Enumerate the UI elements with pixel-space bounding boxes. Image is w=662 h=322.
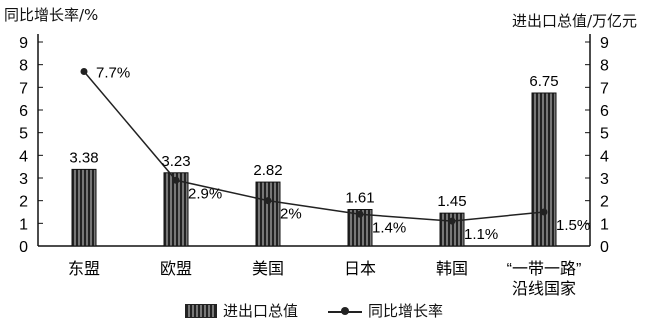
bar-value-label: 6.75 xyxy=(529,73,558,90)
right-tick-label: 9 xyxy=(600,35,609,52)
left-tick-label: 4 xyxy=(19,148,28,165)
growth-rate-point xyxy=(448,217,456,225)
left-tick-label: 7 xyxy=(19,80,28,97)
left-tick-label: 6 xyxy=(19,103,28,120)
bar xyxy=(255,181,281,247)
category-label: 东盟 xyxy=(68,260,100,278)
right-tick-label: 4 xyxy=(600,148,609,165)
chart-plot: 0 0 1 1 2 2 3 3 4 4 5 5 6 6 7 7 8 8 9 9 3.38 3.23 2.82 1.61 1.4… xyxy=(19,34,609,298)
category-label: “一带一路”沿线国家 xyxy=(507,260,582,298)
right-tick-label: 5 xyxy=(600,126,609,143)
legend-bar-swatch xyxy=(185,303,217,318)
growth-rate-label: 1.5% xyxy=(556,217,590,234)
bar xyxy=(531,92,557,247)
category-label: 欧盟 xyxy=(160,260,192,278)
right-tick-label: 6 xyxy=(600,103,609,120)
bar xyxy=(163,172,189,247)
right-tick-label: 1 xyxy=(600,216,609,233)
right-tick-label: 8 xyxy=(600,58,609,75)
category-label: 美国 xyxy=(252,260,284,278)
bar-value-label: 3.38 xyxy=(69,149,98,166)
growth-rate-point xyxy=(356,210,364,218)
growth-rate-label: 2% xyxy=(280,206,302,223)
legend-line-label: 同比增长率 xyxy=(368,302,444,320)
right-tick-label: 2 xyxy=(600,194,609,211)
left-axis-title: 同比增长率/% xyxy=(4,6,99,24)
left-tick-label: 8 xyxy=(19,58,28,75)
bar-value-label: 3.23 xyxy=(161,153,190,170)
bar-value-label: 1.61 xyxy=(345,190,374,207)
category-label: 日本 xyxy=(344,260,376,278)
left-tick-label: 9 xyxy=(19,35,28,52)
left-tick-label: 5 xyxy=(19,126,28,143)
growth-rate-label: 2.9% xyxy=(188,185,222,202)
right-tick-label: 3 xyxy=(600,171,609,188)
category-label: 韩国 xyxy=(436,260,468,278)
left-tick-label: 3 xyxy=(19,171,28,188)
bar xyxy=(71,168,97,247)
growth-rate-label: 7.7% xyxy=(96,64,130,81)
right-tick-label: 7 xyxy=(600,80,609,97)
growth-rate-label: 1.4% xyxy=(372,219,406,236)
left-tick-label: 1 xyxy=(19,216,28,233)
bar-value-label: 2.82 xyxy=(253,162,282,179)
left-tick-label: 0 xyxy=(19,239,28,256)
legend-bar-label: 进出口总值 xyxy=(223,302,299,320)
left-tick-label: 2 xyxy=(19,194,28,211)
growth-rate-point xyxy=(264,197,272,205)
bar xyxy=(439,212,465,247)
bar-value-label: 1.45 xyxy=(437,193,466,210)
right-tick-label: 0 xyxy=(600,239,609,256)
growth-rate-line xyxy=(83,70,545,222)
legend: 进出口总值 同比增长率 xyxy=(185,300,443,321)
legend-line-marker xyxy=(328,305,363,317)
growth-rate-point xyxy=(172,176,180,184)
growth-rate-point xyxy=(80,67,88,75)
right-axis-title: 进出口总值/万亿元 xyxy=(512,12,638,30)
growth-rate-point xyxy=(540,208,548,216)
growth-rate-label: 1.1% xyxy=(464,226,498,243)
